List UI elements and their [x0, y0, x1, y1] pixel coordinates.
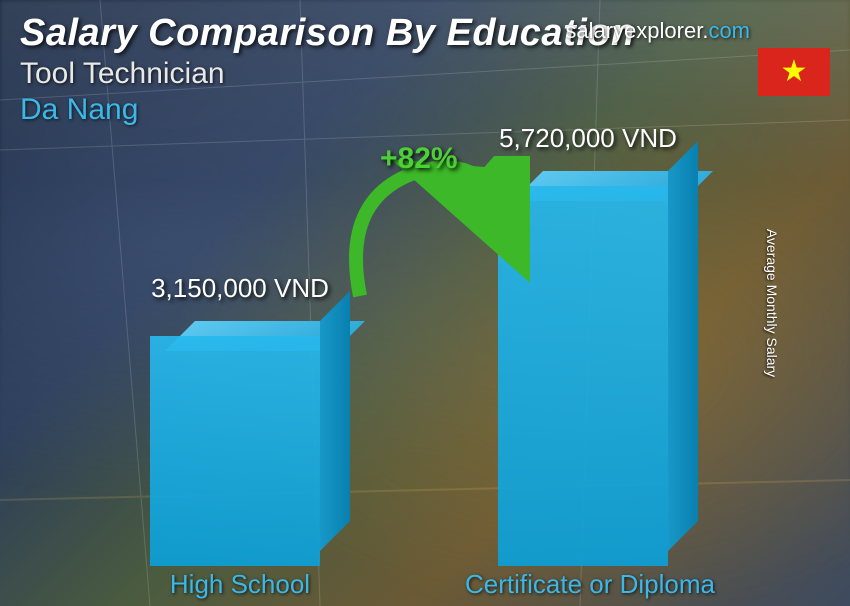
- category-label: Certificate or Diploma: [450, 569, 730, 600]
- bar-side-face: [668, 141, 698, 551]
- chart-subtitle: Tool Technician: [20, 57, 830, 91]
- chart-location: Da Nang: [20, 93, 830, 127]
- flag-vietnam: ★: [758, 48, 830, 96]
- bar-side-face: [320, 291, 350, 551]
- brand-suffix: com: [708, 18, 750, 43]
- delta-percent: +82%: [380, 142, 458, 176]
- y-axis-label: Average Monthly Salary: [764, 229, 780, 377]
- brand-name: salaryexplorer: [565, 18, 702, 43]
- delta-arrow-icon: [330, 156, 530, 326]
- category-label: High School: [100, 569, 380, 600]
- bar-chart: 3,150,000 VND 5,720,000 VND +82%: [0, 126, 850, 566]
- star-icon: ★: [781, 57, 808, 87]
- bar-high-school: 3,150,000 VND: [150, 336, 320, 566]
- bar-3d-shape: [150, 336, 320, 566]
- brand-logo: salaryexplorer.com: [565, 18, 750, 44]
- bar-front-face: [150, 336, 320, 566]
- bar-value-label: 5,720,000 VND: [448, 123, 728, 154]
